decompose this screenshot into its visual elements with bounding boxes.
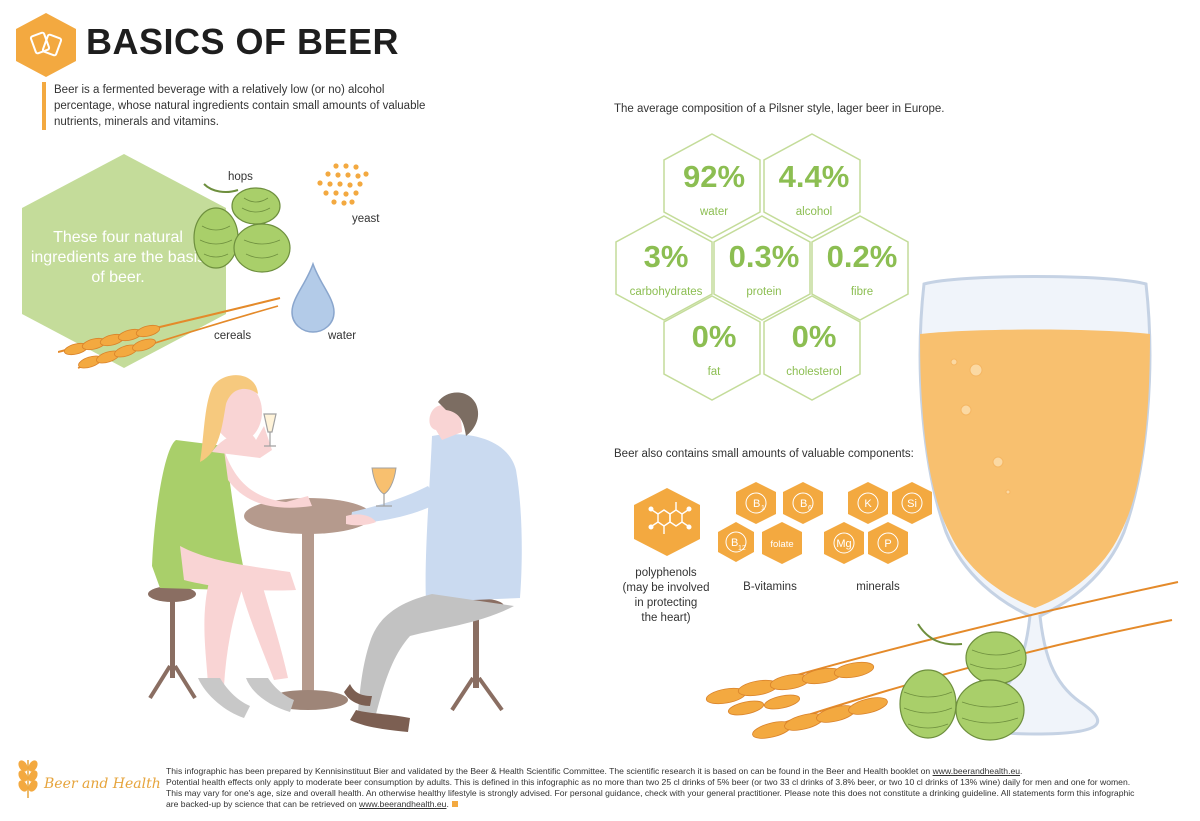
footer-brand-logo: Beer and Health	[44, 776, 161, 792]
man-illustration	[344, 392, 522, 732]
composition-label: fibre	[850, 286, 874, 298]
composition-label: carbohydrates	[629, 286, 703, 298]
folate-label: folate	[770, 539, 793, 550]
polyphenols-line-2: (may be involved	[622, 582, 710, 594]
cereals-label: cereals	[214, 330, 252, 342]
footer-link-2[interactable]: www.beerandhealth.eu	[359, 799, 447, 809]
hops-illustration	[193, 183, 291, 273]
polyphenols-hexagon	[634, 488, 700, 556]
intro-accent-bar	[42, 82, 46, 130]
b-vitamins-hexagons: B 1 B 6 B 12 folate	[718, 482, 823, 564]
composition-value: 0.3%	[728, 239, 800, 274]
intro-text: Beer is a fermented beverage with a rela…	[54, 84, 426, 128]
minerals-label: minerals	[856, 581, 900, 593]
ingredients-hexagon	[22, 154, 226, 368]
composition-label: water	[699, 206, 729, 218]
composition-alcohol: 4.4% alcohol	[764, 148, 864, 230]
components-heading: Beer also contains small amounts of valu…	[614, 448, 914, 460]
composition-value: 0%	[791, 319, 837, 354]
page-title: BASICS OF BEER	[86, 21, 400, 62]
composition-protein: 0.3% protein	[714, 228, 814, 310]
footer-accent-square	[451, 801, 458, 807]
composition-heading: The average composition of a Pilsner sty…	[614, 103, 945, 115]
water-drop-illustration	[291, 262, 335, 333]
vitamin-b6-subscript: 6	[808, 505, 812, 512]
composition-value: 0%	[691, 319, 737, 354]
polyphenols-line-1: polyphenols	[635, 567, 697, 579]
footer-line-1: This infographic has been prepared by Ke…	[166, 766, 1023, 776]
vitamin-b6-label: B	[800, 498, 807, 510]
minerals-hexagons: K Si Mg P	[824, 482, 932, 564]
phosphorus-label: P	[884, 538, 891, 550]
water-label: water	[328, 330, 357, 342]
couple-drinking-illustration	[148, 375, 522, 732]
composition-hexagon-grid	[615, 133, 909, 401]
vitamin-b12-label: B	[731, 537, 738, 549]
composition-water: 92% water	[664, 148, 764, 230]
footer-line-1-text: This infographic has been prepared by Ke…	[166, 766, 931, 776]
footer-link-1[interactable]: www.beerandhealth.eu	[932, 766, 1021, 776]
wheat-logo-icon	[18, 760, 38, 798]
composition-value: 92%	[682, 159, 746, 194]
polyphenols-line-4: the heart)	[641, 612, 691, 624]
composition-label: cholesterol	[786, 366, 842, 378]
composition-value: 4.4%	[778, 159, 850, 194]
footer-line-4: are backed-up by science that can be ret…	[166, 799, 1156, 810]
hops-and-wheat-illustration	[705, 581, 1179, 741]
table-illustration	[244, 498, 372, 710]
logo-hexagon	[16, 13, 76, 77]
footer-line-4-text: are backed-up by science that can be ret…	[166, 799, 357, 809]
composition-value: 0.2%	[826, 239, 898, 274]
potassium-label: K	[864, 498, 872, 510]
hops-label: hops	[228, 171, 253, 183]
vitamin-b1-subscript: 1	[761, 505, 765, 512]
polyphenols-label: polyphenols (may be involved in protecti…	[614, 566, 718, 626]
footer-disclaimer: This infographic has been prepared by Ke…	[166, 766, 1156, 810]
vitamin-b12-subscript: 12	[738, 545, 746, 552]
cereals-illustration	[58, 297, 281, 369]
footer-line-3: This may vary for one's age, size and ov…	[166, 788, 1135, 798]
polyphenols-line-3: in protecting	[634, 597, 698, 609]
yeast-illustration	[317, 163, 369, 206]
yeast-label: yeast	[352, 213, 380, 225]
composition-carbohydrates: 3% carbohydrates	[616, 228, 716, 310]
beer-glass-illustration	[918, 275, 1152, 736]
composition-fat: 0% fat	[664, 308, 764, 390]
b-vitamins-label: B-vitamins	[743, 581, 797, 593]
composition-cholesterol: 0% cholesterol	[764, 308, 864, 390]
ingredients-statement: These four natural ingredients are the b…	[30, 229, 206, 286]
beer-glasses-icon	[29, 31, 63, 57]
composition-fibre: 0.2% fibre	[812, 228, 912, 310]
composition-label: alcohol	[795, 206, 833, 218]
composition-label: fat	[707, 366, 721, 378]
molecule-icon	[648, 502, 692, 534]
composition-label: protein	[746, 286, 782, 298]
footer-line-2: Potential health effects only apply to m…	[166, 777, 1131, 787]
silicon-label: Si	[907, 498, 917, 510]
vitamin-b1-label: B	[753, 498, 760, 510]
composition-value: 3%	[643, 239, 689, 274]
woman-illustration	[148, 375, 312, 718]
magnesium-label: Mg	[836, 538, 851, 550]
